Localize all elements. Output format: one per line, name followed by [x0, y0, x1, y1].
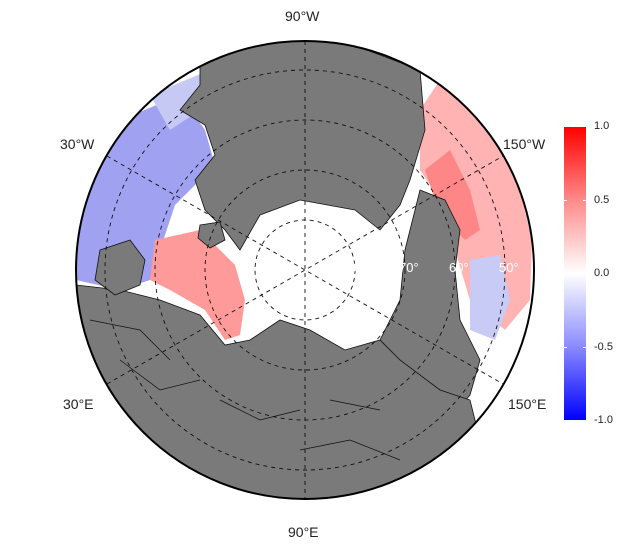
land-scandinavia [94, 239, 146, 296]
colorbar-tick-label: -0.5 [594, 341, 613, 353]
anomaly-positive-pacific [420, 80, 532, 330]
colorbar-tick-label: 0.5 [594, 194, 610, 206]
anomaly-light-negative-atlantic [150, 70, 210, 130]
lat-label-80: 80° [349, 260, 369, 275]
lon-label-top: 90°W [285, 8, 320, 24]
colorbar-tick-label: 1.0 [594, 120, 610, 132]
lon-label-lower-left: 30°E [63, 396, 94, 412]
colorbar-tick-mark [563, 200, 567, 201]
lon-label-upper-right: 150°W [503, 136, 546, 152]
graticule [104, 41, 506, 499]
lat-label-50: 50° [499, 260, 519, 275]
lat-label-60: 60° [449, 260, 469, 275]
colorbar-tick-mark [583, 273, 587, 274]
land-greenland-canada [179, 41, 426, 251]
anomaly-negative-pacific [470, 255, 510, 340]
anomaly-positive-barents [150, 230, 245, 340]
lon-label-upper-left: 30°W [60, 136, 95, 152]
lon-label-lower-right: 150°E [508, 396, 547, 412]
map-rim [75, 40, 535, 500]
anomaly-strong-positive-pacific [425, 150, 480, 240]
colorbar-tick-label: 0.0 [594, 267, 610, 279]
land-eurasia [76, 284, 481, 499]
lon-label-bottom: 90°E [288, 524, 319, 540]
colorbar-tick-mark [583, 200, 587, 201]
colorbar-tick-label: -1.0 [594, 414, 613, 426]
colorbar-tick-mark [563, 347, 567, 348]
colorbar-tick-mark [563, 273, 567, 274]
lat-label-70: 70° [399, 260, 419, 275]
colorbar-tick-mark [583, 347, 587, 348]
country-borders [89, 319, 401, 461]
